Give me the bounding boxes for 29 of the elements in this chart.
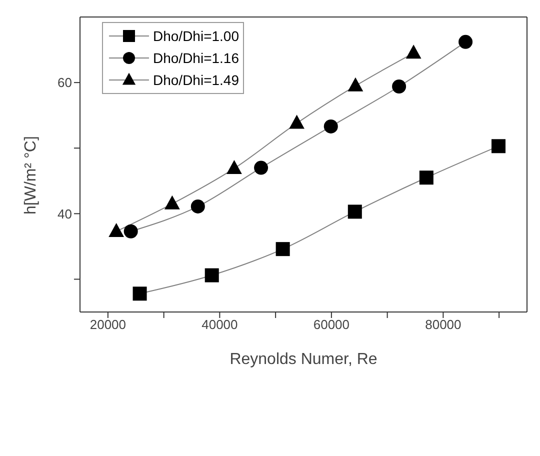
point <box>204 268 219 282</box>
x-tick-label: 40000 <box>202 317 238 332</box>
point <box>348 204 362 219</box>
x-axis-title: Reynolds Numer, Re <box>230 351 378 368</box>
point <box>108 222 124 237</box>
point <box>276 242 290 256</box>
point <box>324 119 338 134</box>
point <box>406 44 422 59</box>
legend-label: Dho/Dhi=1.00 <box>153 28 240 44</box>
legend-label: Dho/Dhi=1.49 <box>153 72 240 88</box>
point <box>254 160 268 175</box>
point <box>392 79 406 94</box>
y-tick-label: 40 <box>58 206 72 222</box>
point <box>132 286 147 301</box>
y-axis-title: h[W/m² °C] <box>22 136 40 214</box>
point <box>492 139 506 154</box>
point <box>164 195 180 210</box>
point <box>226 160 242 174</box>
x-tick-label: 60000 <box>313 317 350 332</box>
y-tick-label: 60 <box>58 75 72 90</box>
x-tick-label: 20000 <box>90 317 126 332</box>
point <box>190 199 205 214</box>
point <box>124 224 138 238</box>
point <box>289 114 304 129</box>
legend-label: Dho/Dhi=1.16 <box>153 50 240 66</box>
point <box>348 77 364 92</box>
point <box>419 170 434 185</box>
x-tick-label: 80000 <box>425 317 462 332</box>
point <box>458 34 473 49</box>
